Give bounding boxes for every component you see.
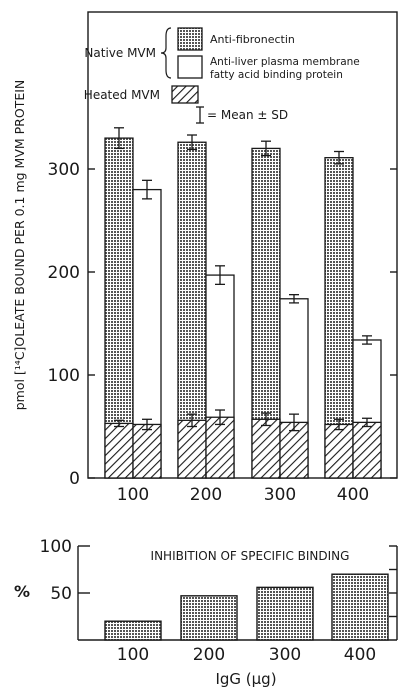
- y-tick-label: 100: [40, 537, 72, 557]
- inhibition-bar: [256, 586, 314, 641]
- x-tick-label: 400: [337, 485, 369, 505]
- x-tick-label: 100: [117, 645, 149, 665]
- y-tick-label: 0: [69, 469, 80, 489]
- x-tick-label: 100: [117, 485, 149, 505]
- x-axis-label: IgG (μg): [215, 670, 276, 687]
- bar-heated-anti-fabp: [352, 421, 382, 479]
- legend-swatch-heated: [171, 85, 199, 104]
- legend-label-anti-fibronectin: Anti-fibronectin: [210, 33, 295, 46]
- bar-heated-anti-fibronectin: [104, 422, 134, 479]
- legend-label-heated-mvm: Heated MVM: [84, 88, 160, 102]
- y-axis-label: %: [14, 582, 30, 601]
- y-tick-label: 300: [48, 160, 80, 180]
- oleate-binding-bar-chart: 0 100 200 300 pmol [¹⁴C]OLEATE BOUND PER 0.1…: [12, 11, 398, 505]
- x-tick-label: 200: [190, 485, 222, 505]
- legend-swatch-anti-fabp: [177, 55, 203, 79]
- x-tick-label: 300: [264, 485, 296, 505]
- bar-heated-anti-fibronectin: [251, 418, 281, 479]
- legend-brace: [160, 27, 172, 79]
- x-tick-label: 200: [193, 645, 225, 665]
- legend-label-anti-fabp-line2: fatty acid binding protein: [210, 69, 343, 81]
- y-tick-label: 50: [50, 584, 72, 604]
- legend-label-anti-fabp-line1: Anti-liver plasma membrane: [210, 56, 360, 68]
- plot-frame: [87, 11, 398, 479]
- legend-error-label: = Mean ± SD: [207, 108, 288, 122]
- inhibition-bar-chart: INHIBITION OF SPECIFIC BINDING 50 100% 100 2…: [14, 537, 398, 687]
- bar-heated-anti-fabp: [279, 421, 309, 479]
- inhibition-bar: [104, 620, 162, 641]
- bar-heated-anti-fabp: [205, 416, 235, 479]
- legend-swatch-anti-fibronectin: [177, 27, 203, 51]
- x-tick-label: 300: [269, 645, 301, 665]
- bar-heated-anti-fabp: [132, 423, 162, 479]
- chart-title: INHIBITION OF SPECIFIC BINDING: [151, 549, 350, 563]
- y-axis-label: pmol [¹⁴C]OLEATE BOUND PER 0.1 mg MVM PR…: [12, 80, 27, 411]
- bar-heated-anti-fibronectin: [177, 419, 207, 479]
- legend-group-native-mvm: Native MVM: [84, 46, 156, 60]
- inhibition-bar: [180, 595, 238, 641]
- y-tick-label: 100: [48, 366, 80, 386]
- bar-heated-anti-fibronectin: [324, 423, 354, 479]
- inhibition-bar: [331, 573, 389, 641]
- y-tick-label: 200: [48, 263, 80, 283]
- x-tick-label: 400: [344, 645, 376, 665]
